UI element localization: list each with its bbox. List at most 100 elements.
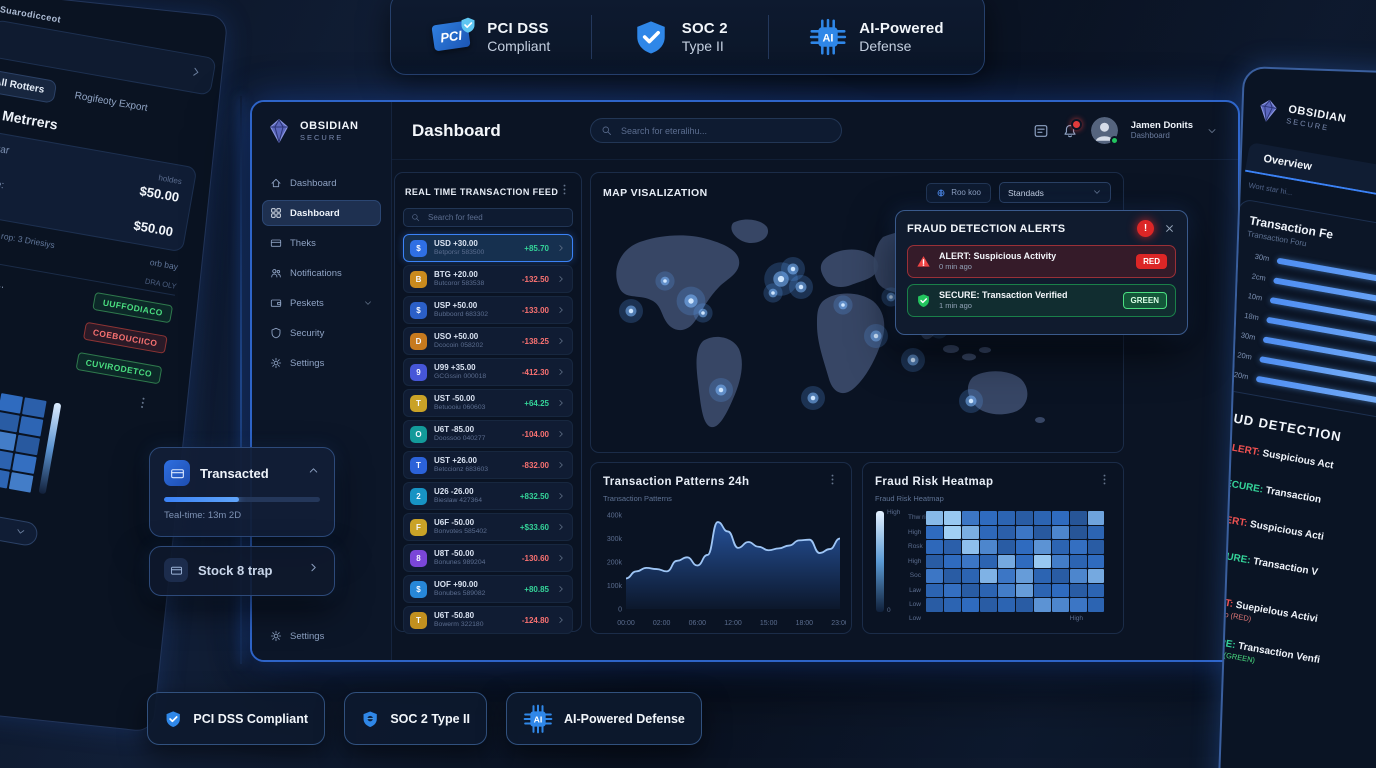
x-tick-label: 02:00 bbox=[653, 620, 671, 627]
feed-row-text: U6T -85.00 Doossoo 040277 bbox=[434, 425, 515, 443]
chevron-down-icon[interactable] bbox=[1206, 125, 1218, 137]
feed-search-input[interactable] bbox=[426, 212, 565, 223]
user-menu[interactable]: Jamen Donits Dashboard bbox=[1131, 120, 1193, 142]
fraud-alerts-popup: FRAUD DETECTION ALERTS ! ALERT: Suspicio… bbox=[895, 210, 1188, 335]
feed-row[interactable]: B BTG +20.00 Butcoror 583538 -132.50 bbox=[403, 265, 573, 293]
feed-row-amount: -133.00 bbox=[521, 305, 549, 315]
left-tab[interactable]: Rogifeoty Export bbox=[73, 90, 149, 115]
chevron-up-icon[interactable] bbox=[307, 464, 320, 477]
feed-row[interactable]: T UST -50.00 Betuooiu 060603 +64.25 bbox=[403, 389, 573, 417]
left-device-content: Suarodicceot All Rotters Rogifeoty Export… bbox=[0, 0, 234, 566]
global-search[interactable] bbox=[590, 118, 842, 143]
kebab-icon[interactable] bbox=[826, 473, 839, 486]
map-activity-dot bbox=[777, 275, 785, 283]
kebab-icon[interactable] bbox=[1098, 473, 1111, 486]
kebab-menu[interactable] bbox=[0, 359, 151, 411]
heatmap-cell bbox=[1070, 598, 1087, 612]
trust-badge-line2: Compliant bbox=[487, 37, 551, 54]
kebab-icon[interactable] bbox=[558, 183, 571, 196]
heatmap-cell bbox=[962, 511, 979, 525]
heatmap-cell bbox=[1088, 511, 1104, 525]
close-icon[interactable] bbox=[1163, 222, 1176, 235]
message-icon[interactable] bbox=[1033, 123, 1049, 139]
kebab-menu[interactable] bbox=[558, 183, 571, 201]
kebab-menu[interactable] bbox=[1098, 473, 1111, 491]
right-alert-text: ALERT: Suspicious Acti bbox=[1213, 511, 1325, 543]
heatmap-title: Fraud Risk Heatmap bbox=[875, 476, 994, 488]
feed-row[interactable]: F U6F -50.00 Bonvotes 585402 +$33.60 bbox=[403, 513, 573, 541]
close-icon[interactable] bbox=[1163, 222, 1176, 235]
left-dropdown[interactable]: ancizafon bbox=[0, 500, 40, 548]
sidebar-item-label: Dashboard bbox=[290, 207, 340, 219]
feed-row[interactable]: 2 U26 -26.00 Bieslaw 427364 +832.50 bbox=[403, 482, 573, 510]
feed-row[interactable]: T UST +26.00 Betccionz 683603 -832.00 bbox=[403, 451, 573, 479]
map-mode-button[interactable]: Roo koo bbox=[926, 182, 991, 203]
heatmap-cell bbox=[944, 569, 961, 583]
feed-row[interactable]: D USO +50.00 Dcocoin 058202 -138.25 bbox=[403, 327, 573, 355]
feed-row[interactable]: T U6T -50.80 Bowerm 322180 -124.80 bbox=[403, 606, 573, 634]
feed-row-amount: -132.50 bbox=[521, 274, 549, 284]
popup-alert-row[interactable]: SECURE: Transaction Verified 1 min ago GRE… bbox=[907, 284, 1176, 317]
feed-row-subtitle: GCGssin 000018 bbox=[434, 372, 487, 380]
feed-row[interactable]: O U6T -85.00 Doossoo 040277 -104.00 bbox=[403, 420, 573, 448]
sidebar-item-theks[interactable]: Theks bbox=[262, 230, 381, 256]
search-input[interactable] bbox=[619, 124, 831, 137]
sidebar-item-settings[interactable]: Settings bbox=[262, 350, 381, 376]
sidebar-item-security[interactable]: Security bbox=[262, 320, 381, 346]
left-tab[interactable]: All Rotters bbox=[0, 68, 57, 104]
heatmap-cell bbox=[1034, 540, 1051, 554]
popup-alert-row[interactable]: ALERT: Suspicious Activity 0 min ago RED bbox=[907, 245, 1176, 278]
mini-heatmap-grid bbox=[0, 381, 47, 493]
map-activity-dot bbox=[701, 311, 705, 315]
notification-badge bbox=[1070, 118, 1082, 130]
heatmap-cell bbox=[1034, 569, 1051, 583]
chevron-right-icon[interactable] bbox=[188, 63, 204, 79]
feed-row-code: U6F -50.00 bbox=[434, 518, 475, 528]
right-alerts-list: ALERT: Suspicious Act SECURE: Transaction… bbox=[1212, 435, 1376, 717]
ai-chip-icon: AI bbox=[523, 704, 553, 734]
feed-row[interactable]: $ USP +50.00 Bubboord 683302 -133.00 bbox=[403, 296, 573, 324]
ai-chip-icon: AI bbox=[809, 18, 847, 56]
stock-card[interactable]: Stock 8 trap bbox=[149, 546, 335, 596]
heatmap-cell bbox=[944, 511, 961, 525]
left-summary-row[interactable] bbox=[0, 19, 217, 96]
chevron-right-icon[interactable] bbox=[307, 561, 320, 574]
bell-icon[interactable] bbox=[1062, 118, 1082, 139]
kebab-menu[interactable] bbox=[826, 473, 839, 491]
avatar[interactable] bbox=[1090, 117, 1119, 145]
feed-row-code: USP +50.00 bbox=[434, 301, 478, 311]
sidebar-item-settings-footer[interactable]: Settings bbox=[262, 630, 332, 642]
feed-row[interactable]: 8 U8T -50.00 Bonunes 989204 -130.60 bbox=[403, 544, 573, 572]
map-style-dropdown[interactable]: Standads bbox=[999, 182, 1111, 203]
warning-icon bbox=[917, 256, 930, 267]
x-tick-label: 15:00 bbox=[760, 620, 778, 627]
chevron-right-icon bbox=[559, 617, 563, 623]
feed-row-subtitle: Betuooiu 060603 bbox=[434, 403, 486, 411]
sidebar-item-dashboard[interactable]: Dashboard bbox=[262, 170, 381, 196]
feed-row[interactable]: $ USD +30.00 Betporsr 583500 +85.70 bbox=[403, 234, 573, 262]
feed-row[interactable]: 9 U99 +35.00 GCGssin 000018 -412.30 bbox=[403, 358, 573, 386]
sidebar-item-dashboard[interactable]: Dashboard bbox=[262, 200, 381, 226]
feed-row-text: U8T -50.00 Bonunes 989204 bbox=[434, 549, 515, 567]
sidebar-item-peskets[interactable]: Peskets bbox=[262, 290, 381, 316]
chevron-right-icon bbox=[556, 460, 566, 470]
sidebar-item-notifications[interactable]: Notifications bbox=[262, 260, 381, 286]
feed-row-text: U6T -50.80 Bowerm 322180 bbox=[434, 611, 515, 629]
feed-search[interactable] bbox=[403, 208, 573, 227]
sidebar-nav: Dashboard Dashboard Theks Notifications Pesk… bbox=[262, 170, 381, 376]
transacted-card[interactable]: Transacted Teal-time: 13m 2D bbox=[149, 447, 335, 537]
heatmap-cell bbox=[944, 554, 961, 568]
coin-icon: F bbox=[410, 518, 427, 536]
mini-heatmap-cell bbox=[22, 397, 47, 418]
heatmap-cell bbox=[926, 511, 943, 525]
chevron-right-icon bbox=[559, 586, 563, 592]
chevron-up-icon[interactable] bbox=[307, 464, 320, 482]
bottom-trust-badge: AI AI-Powered Defense bbox=[506, 692, 702, 745]
sidebar-item-label: Peskets bbox=[290, 297, 324, 309]
heatmap-cell bbox=[1016, 598, 1033, 612]
feed-row-subtitle: Bonubes 589082 bbox=[434, 589, 486, 597]
chevron-right-icon[interactable] bbox=[307, 561, 320, 579]
feed-row[interactable]: $ UOF +90.00 Bonubes 589082 +80.85 bbox=[403, 575, 573, 603]
kebab-icon[interactable] bbox=[135, 395, 151, 411]
patterns-area bbox=[626, 522, 840, 609]
